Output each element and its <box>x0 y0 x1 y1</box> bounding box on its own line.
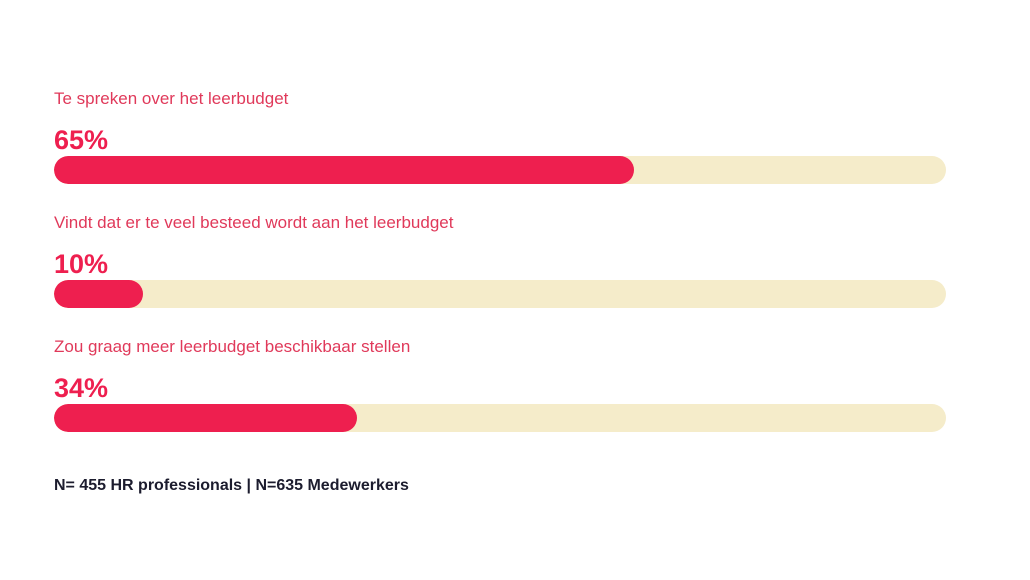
bar-category-label: Vindt dat er te veel besteed wordt aan h… <box>54 213 454 232</box>
bar-track <box>54 156 946 184</box>
bar-value-label: 65% <box>54 125 109 155</box>
bar-value-label: 34% <box>54 373 109 403</box>
bar-fill <box>54 280 144 308</box>
bar-fill <box>54 404 358 432</box>
bar-row: Vindt dat er te veel besteed wordt aan h… <box>54 212 946 336</box>
bar-category-label: Te spreken over het leerbudget <box>54 89 289 108</box>
bar-category-label: Zou graag meer leerbudget beschikbaar st… <box>54 337 411 356</box>
bar-row: Te spreken over het leerbudget 65% <box>54 88 946 212</box>
bar-value-label: 10% <box>54 249 109 279</box>
bar-track <box>54 404 946 432</box>
bar-track <box>54 280 946 308</box>
bar-row: Zou graag meer leerbudget beschikbaar st… <box>54 336 946 460</box>
bar-fill <box>54 156 634 184</box>
sample-size-footnote: N= 455 HR professionals | N=635 Medewerk… <box>54 477 409 494</box>
progress-bar-chart: Te spreken over het leerbudget 65% Vindt d… <box>54 88 946 460</box>
